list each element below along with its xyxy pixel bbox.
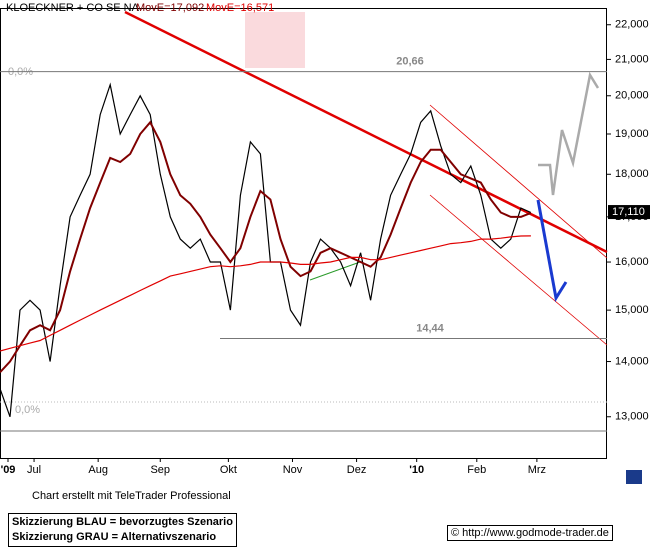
level-label: 20,66 [396,55,424,67]
level-label: 14,44 [416,322,444,334]
credit: Chart erstellt mit TeleTrader Profession… [32,490,231,502]
x-tick-label: Nov [283,464,303,476]
last-price-label: 17,110 [612,206,645,218]
channel-line [429,194,608,346]
gray-scenario [538,71,600,196]
y-tick-label: 18,000 [615,168,649,180]
chart-title: KLOECKNER + CO SE NA [6,2,140,14]
note: Skizzierung GRAU = Alternativszenario [12,531,217,543]
y-tick-label: 19,000 [615,128,649,140]
x-tick-label: Aug [88,464,108,476]
y-tick-label: 21,000 [615,53,649,65]
chart: KLOECKNER + CO SE NA MovE=17,092 MovE=16… [0,2,650,484]
x-tick-label: '09 [1,464,16,476]
y-tick-label: 14,000 [615,355,649,367]
blue-scenario [536,199,568,303]
y-tick-label: 22,000 [615,19,649,31]
series-line [0,235,531,352]
x-tick-label: Okt [220,464,237,476]
support-line [309,261,361,281]
icon [626,470,642,484]
last-price-box [608,205,650,220]
legend-entry: MovE=16,571 [206,2,274,14]
fib-label: 0,0% [15,404,40,416]
legend-entry: MovE=17,092 [136,2,204,14]
legend-notes: Skizzierung BLAU = bevorzugtes Szenario … [8,513,237,547]
series-line [0,120,532,373]
note: Skizzierung BLAU = bevorzugtes Szenario [12,516,233,528]
plot-frame [0,8,607,459]
series-line [0,82,532,418]
channel-line [429,104,608,259]
x-tick-label: Dez [347,464,367,476]
trend-line [124,10,608,254]
y-tick-label: 16,000 [615,256,649,268]
x-tick-label: '10 [409,464,424,476]
x-tick-label: Mrz [528,464,546,476]
highlight-zone [245,12,305,68]
source: © http://www.godmode-trader.de [447,525,613,541]
y-tick-label: 20,000 [615,90,649,102]
x-tick-label: Sep [150,464,170,476]
x-tick-label: Jul [27,464,41,476]
y-tick-label: 15,000 [615,304,649,316]
y-tick-label: 13,000 [615,411,649,423]
x-tick-label: Feb [467,464,486,476]
